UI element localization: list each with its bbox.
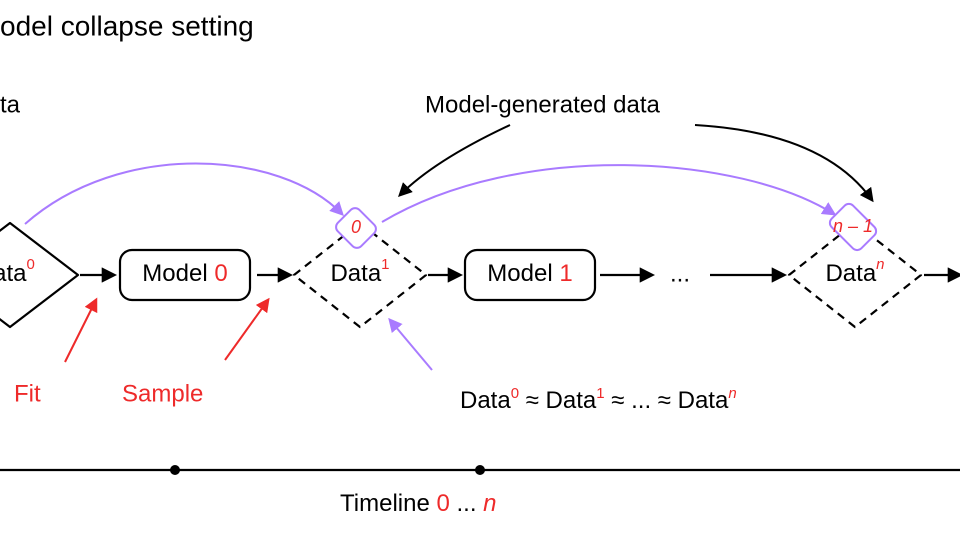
fit-label: Fit (14, 380, 41, 407)
nodes.model0-label: Model 0 (142, 260, 227, 287)
nodes.datan-label: Datan (825, 256, 884, 287)
sample-arrow (225, 300, 268, 360)
diagram-title: odel collapse setting (0, 10, 254, 41)
timeline-tick (475, 465, 485, 475)
timeline-tick (170, 465, 180, 475)
carry-curve (25, 164, 342, 225)
modelgen-arrow-left (400, 125, 510, 195)
timeline-caption: Timeline 0 ... n (340, 490, 497, 517)
subtitle-ta: ta (0, 91, 21, 118)
carry-curve (382, 165, 834, 222)
nodes.data1-label: Data1 (330, 256, 389, 287)
badge-label: 0 (351, 217, 361, 237)
badge-label: n – 1 (833, 216, 873, 236)
sample-label: Sample (122, 380, 203, 407)
nodes.model1-label: Model 1 (487, 260, 572, 287)
modelgen-label: Model-generated data (425, 91, 660, 118)
approx-label: Data0 ≈ Data1 ≈ ... ≈ Datan (460, 385, 737, 414)
ellipsis: ... (670, 260, 690, 287)
fit-arrow (65, 300, 96, 362)
approx-arrow (390, 320, 432, 370)
modelgen-arrow-right (695, 125, 872, 200)
